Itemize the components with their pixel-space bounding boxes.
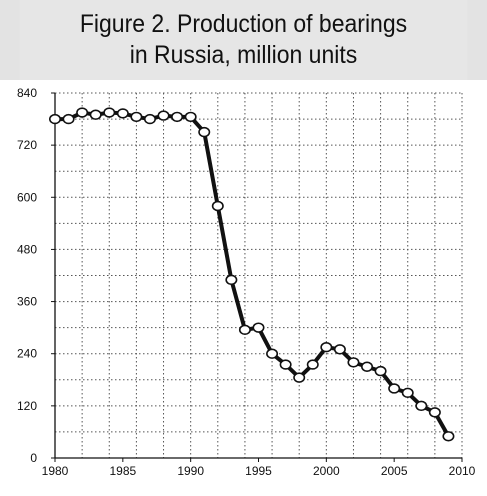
data-point (293, 372, 306, 383)
data-point (252, 322, 265, 333)
data-point (442, 431, 455, 442)
data-point (428, 407, 441, 418)
data-point (211, 200, 224, 212)
data-point (198, 126, 211, 138)
x-tick-label: 2005 (381, 464, 408, 478)
data-point (62, 113, 75, 125)
plot-panel (0, 80, 487, 496)
data-point (415, 400, 428, 412)
data-point (388, 383, 401, 394)
y-tick-label: 480 (17, 242, 37, 256)
axes (51, 92, 463, 462)
data-point (266, 348, 279, 359)
data-point (116, 108, 129, 119)
chart-title-line-2: in Russia, million units (129, 41, 358, 69)
tick-labels: 0 120 240 360 480 600 720 840 1980 1985 1990 1995 20… (17, 86, 476, 478)
y-tick-label: 0 (30, 451, 37, 465)
x-tick-label: 2000 (313, 464, 340, 478)
data-point (103, 107, 116, 118)
data-point (333, 344, 346, 355)
data-point (171, 111, 184, 123)
data-point (374, 365, 387, 377)
chart-title: Figure 2. Production of bearings in Russ… (19, 0, 468, 80)
data-point (279, 359, 292, 370)
data-point (361, 361, 374, 372)
data-point (238, 324, 251, 336)
x-tick-label: 1995 (245, 464, 272, 478)
data-point (48, 113, 61, 125)
y-tick-label: 840 (17, 86, 37, 100)
data-point (89, 109, 102, 120)
data-point (225, 274, 238, 286)
data-point (306, 359, 319, 370)
y-tick-label: 240 (17, 347, 37, 361)
data-point (76, 107, 89, 118)
chart-title-line-1: Figure 2. Production of bearings (79, 10, 408, 38)
data-point (130, 111, 143, 123)
x-tick-label: 2010 (449, 464, 476, 478)
y-tick-label: 720 (17, 138, 37, 152)
data-point (143, 113, 156, 125)
data-point (157, 110, 170, 121)
data-point (320, 341, 333, 353)
grid (54, 92, 463, 459)
x-tick-label: 1985 (109, 464, 136, 478)
x-tick-label: 1990 (177, 464, 204, 478)
data-point (401, 387, 414, 399)
data-point (347, 357, 360, 368)
series (48, 107, 455, 442)
y-tick-label: 360 (17, 295, 37, 309)
y-tick-label: 600 (17, 190, 37, 204)
data-point (184, 111, 197, 123)
y-tick-label: 120 (17, 399, 37, 413)
x-tick-label: 1980 (42, 464, 69, 478)
